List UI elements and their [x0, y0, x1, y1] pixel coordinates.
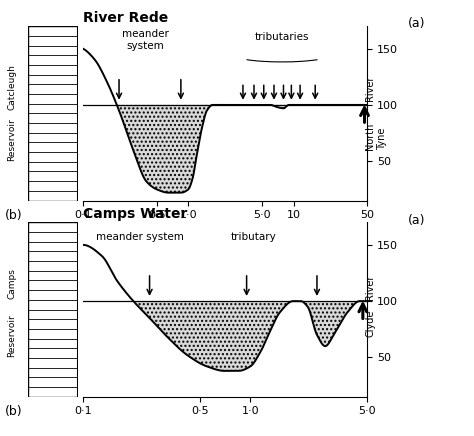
Text: Camps: Camps — [8, 268, 16, 299]
Text: meander
system: meander system — [122, 29, 169, 51]
Text: (b): (b) — [5, 209, 22, 222]
Text: River Rede: River Rede — [83, 11, 168, 25]
Text: Reservoir: Reservoir — [8, 118, 16, 161]
Text: River: River — [365, 275, 375, 300]
Text: tributary: tributary — [231, 232, 276, 242]
Text: (b): (b) — [5, 405, 22, 419]
Text: Camps Water: Camps Water — [83, 207, 187, 221]
Text: Clyde: Clyde — [365, 310, 375, 337]
Text: meander system: meander system — [96, 232, 184, 242]
Text: River: River — [365, 75, 375, 101]
Text: North
Tyne: North Tyne — [365, 123, 387, 150]
Text: (a): (a) — [408, 214, 425, 227]
Text: tributaries: tributaries — [255, 32, 309, 42]
Text: Catcleugh: Catcleugh — [8, 64, 16, 110]
Text: (a): (a) — [408, 17, 425, 31]
Text: Reservoir: Reservoir — [8, 314, 16, 357]
